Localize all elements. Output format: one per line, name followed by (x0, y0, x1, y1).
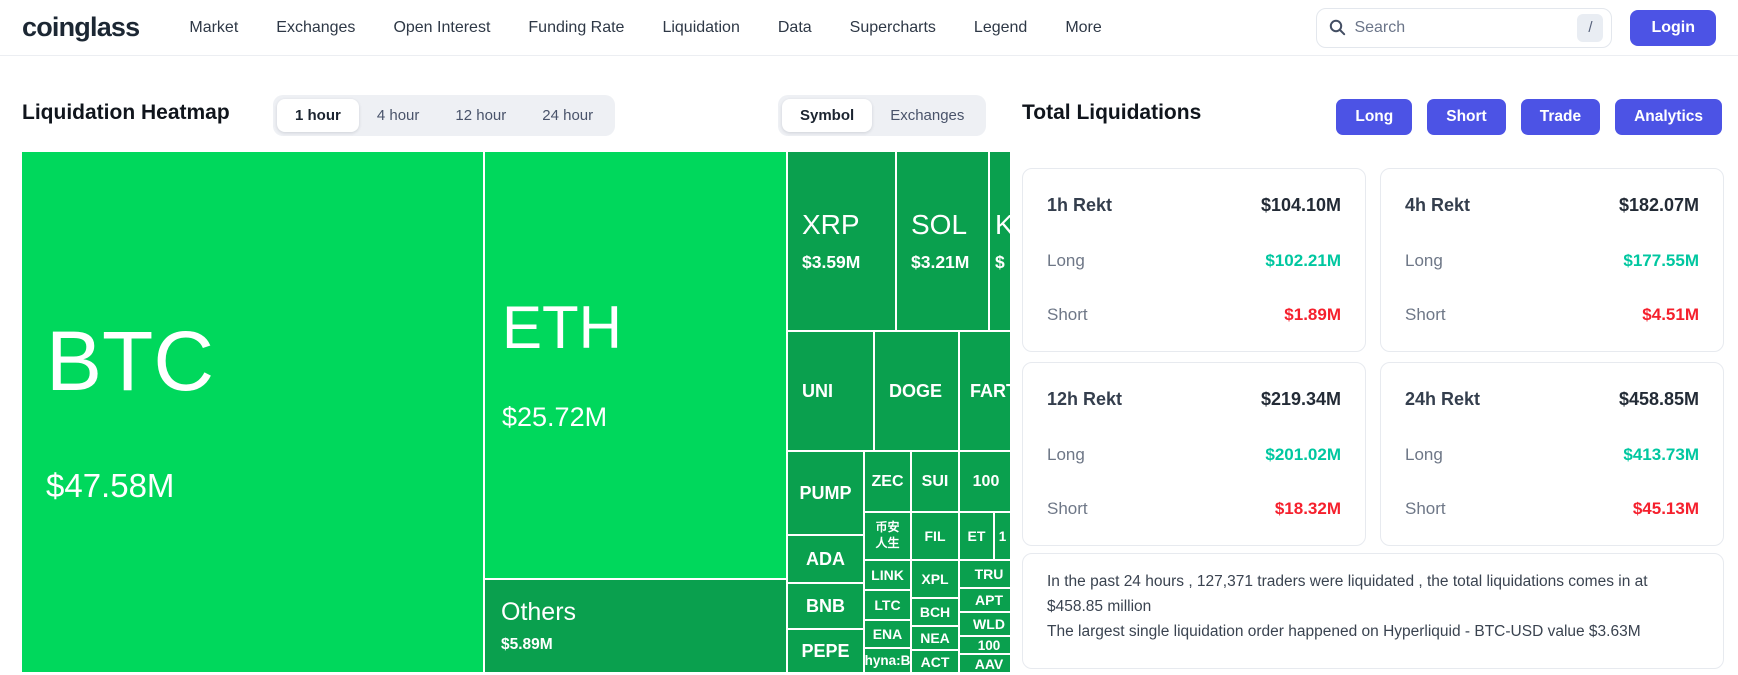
treemap-tile-sol[interactable]: SOL $3.21M (897, 152, 988, 330)
treemap-tile-clipped-apt[interactable]: APT (960, 589, 1010, 611)
short-value: $45.13M (1632, 499, 1699, 518)
treemap-tile-clipped-et[interactable]: ET (960, 513, 993, 559)
treemap-tile-binance-life[interactable]: 币安 人生 (865, 513, 910, 559)
short-value: $18.32M (1274, 499, 1341, 518)
treemap-tile-xrp[interactable]: XRP $3.59M (788, 152, 895, 330)
nav-item-supercharts[interactable]: Supercharts (849, 18, 936, 36)
long-value: $102.21M (1265, 250, 1341, 270)
search-shortcut-badge: / (1577, 13, 1604, 42)
treemap-tile-bch[interactable]: BCH (912, 599, 958, 625)
rekt-card-4h: 4h Rekt $182.07M Long $177.55M Short $4.… (1380, 168, 1724, 352)
treemap-tile-bnb[interactable]: BNB (788, 584, 863, 628)
nav-item-market[interactable]: Market (189, 18, 239, 36)
short-label: Short (1405, 499, 1446, 518)
tab-exchanges[interactable]: Exchanges (890, 107, 965, 124)
long-value: $413.73M (1623, 444, 1699, 464)
period-label: 24h Rekt (1405, 389, 1481, 409)
treemap-tile-zec[interactable]: ZEC (865, 452, 910, 511)
summary-line-1: In the past 24 hours , 127,371 traders w… (1047, 573, 1648, 616)
long-label: Long (1047, 444, 1085, 464)
short-value: $1.89M (1284, 305, 1341, 324)
total-value: $182.07M (1618, 195, 1699, 215)
period-label: 4h Rekt (1405, 195, 1471, 215)
treemap-tile-eth[interactable]: ETH $25.72M (485, 152, 786, 578)
rekt-card-24h: 24h Rekt $458.85M Long $413.73M Short $4… (1380, 362, 1724, 546)
liquidation-summary: In the past 24 hours , 127,371 traders w… (1022, 553, 1724, 669)
search-input[interactable] (1354, 18, 1578, 37)
analytics-button[interactable]: Analytics (1615, 99, 1722, 135)
long-label: Long (1405, 444, 1443, 464)
treemap-tile-ada[interactable]: ADA (788, 536, 863, 582)
rekt-card-12h: 12h Rekt $219.34M Long $201.02M Short $1… (1022, 362, 1366, 546)
nav-item-liquidation[interactable]: Liquidation (662, 18, 740, 36)
short-value: $4.51M (1642, 305, 1699, 324)
short-label: Short (1405, 305, 1446, 324)
short-label: Short (1047, 305, 1088, 324)
nav-menu: Market Exchanges Open Interest Funding R… (189, 19, 1101, 37)
coinglass-logo[interactable]: coinglass (22, 12, 140, 42)
rekt-cards: 1h Rekt $104.10M Long $102.21M Short $1.… (1022, 168, 1724, 546)
treemap-tile-clipped-wld[interactable]: WLD (960, 613, 1010, 635)
tab-1-hour[interactable]: 1 hour (277, 99, 359, 132)
treemap-tile-clipped-tru[interactable]: TRU (960, 561, 1010, 587)
treemap-tile-btc[interactable]: BTC $47.58M (22, 152, 483, 672)
navbar: coinglass Market Exchanges Open Interest… (0, 0, 1738, 56)
treemap-tile-link[interactable]: LINK (865, 561, 910, 589)
tab-24-hour[interactable]: 24 hour (542, 107, 594, 124)
search-icon (1330, 19, 1346, 36)
treemap-tile-uni[interactable]: UNI (788, 332, 873, 450)
treemap-tile-pepe[interactable]: PEPE (788, 630, 863, 672)
nav-item-data[interactable]: Data (777, 18, 812, 36)
treemap-tile-act[interactable]: ACT (912, 651, 958, 672)
nav-item-exchanges[interactable]: Exchanges (276, 18, 356, 36)
total-liquidations-title: Total Liquidations (1022, 101, 1202, 124)
treemap-tile-ltc[interactable]: LTC (865, 591, 910, 619)
nav-item-open-interest[interactable]: Open Interest (393, 18, 491, 36)
short-button[interactable]: Short (1427, 99, 1506, 135)
action-buttons: Long Short Trade Analytics (1336, 99, 1722, 135)
liquidation-treemap: BTC $47.58M ETH $25.72M Others $5.89M XR… (22, 152, 1010, 672)
treemap-tile-ena[interactable]: ENA (865, 621, 910, 647)
treemap-tile-clipped-aav[interactable]: AAV (960, 655, 1010, 672)
treemap-tile-clipped-k[interactable]: K $ (990, 152, 1010, 330)
nav-item-legend[interactable]: Legend (973, 18, 1028, 36)
treemap-tile-clipped-hyna[interactable]: hyna:B (865, 649, 910, 672)
treemap-tile-clipped-100[interactable]: 100 (960, 452, 1010, 511)
page-title: Liquidation Heatmap (22, 101, 230, 124)
view-mode-tabs: Symbol Exchanges (778, 95, 987, 136)
treemap-tile-xpl[interactable]: XPL (912, 561, 958, 597)
treemap-tile-nea[interactable]: NEA (912, 627, 958, 649)
tab-4-hour[interactable]: 4 hour (376, 107, 420, 124)
tab-12-hour[interactable]: 12 hour (455, 107, 507, 124)
summary-line-2: The largest single liquidation order hap… (1047, 623, 1641, 641)
total-value: $458.85M (1618, 389, 1699, 409)
short-label: Short (1047, 499, 1088, 518)
treemap-tile-clipped-fartcoin[interactable]: FARTC (960, 332, 1010, 450)
period-label: 12h Rekt (1047, 389, 1123, 409)
treemap-tile-fil[interactable]: FIL (912, 513, 958, 559)
long-button[interactable]: Long (1336, 99, 1413, 135)
login-button[interactable]: Login (1630, 9, 1716, 46)
total-value: $104.10M (1260, 195, 1341, 215)
treemap-tile-sui[interactable]: SUI (912, 452, 958, 511)
trade-button[interactable]: Trade (1520, 99, 1601, 135)
long-label: Long (1047, 250, 1085, 270)
search-box[interactable]: / (1316, 7, 1613, 48)
long-label: Long (1405, 250, 1443, 270)
long-value: $177.55M (1623, 250, 1699, 270)
long-value: $201.02M (1265, 444, 1341, 464)
tab-symbol[interactable]: Symbol (782, 99, 873, 132)
nav-item-more[interactable]: More (1065, 18, 1102, 36)
period-label: 1h Rekt (1047, 195, 1113, 215)
treemap-tile-clipped-1[interactable]: 1 (995, 513, 1010, 559)
treemap-tile-clipped-100b[interactable]: 100 (960, 637, 1010, 653)
rekt-card-1h: 1h Rekt $104.10M Long $102.21M Short $1.… (1022, 168, 1366, 352)
treemap-tile-pump[interactable]: PUMP (788, 452, 863, 534)
treemap-tile-doge[interactable]: DOGE (875, 332, 958, 450)
treemap-tile-others[interactable]: Others $5.89M (485, 580, 786, 672)
nav-item-funding-rate[interactable]: Funding Rate (528, 18, 625, 36)
time-range-tabs: 1 hour 4 hour 12 hour 24 hour (273, 95, 616, 136)
total-value: $219.34M (1260, 389, 1341, 409)
